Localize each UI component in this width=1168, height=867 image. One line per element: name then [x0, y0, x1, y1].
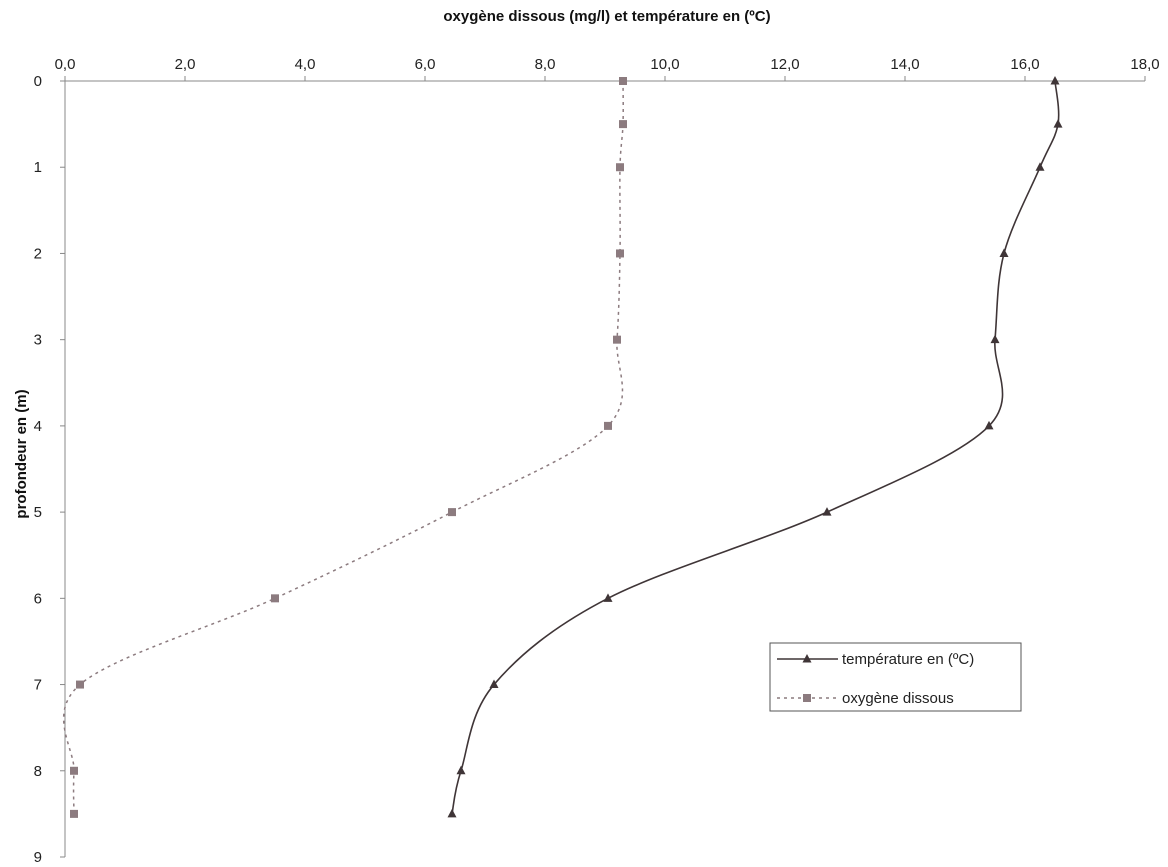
legend-label: oxygène dissous — [842, 690, 954, 707]
series-0 — [447, 76, 1063, 818]
triangle-marker — [456, 765, 466, 775]
triangle-marker — [1050, 76, 1060, 85]
legend-marker — [802, 654, 812, 663]
x-axis-title: oxygène dissous (mg/l) et température en… — [443, 8, 770, 25]
square-marker — [616, 163, 624, 172]
triangle-marker — [447, 808, 457, 818]
x-tick-label: 12,0 — [770, 56, 799, 73]
triangle-marker — [822, 507, 832, 516]
y-tick-label: 0 — [34, 73, 42, 90]
square-marker — [619, 77, 627, 85]
triangle-marker — [603, 593, 613, 602]
square-marker — [619, 120, 627, 129]
x-tick-label: 16,0 — [1010, 56, 1039, 73]
y-tick-label: 5 — [34, 504, 42, 521]
triangle-marker — [1035, 162, 1045, 171]
triangle-marker — [999, 248, 1009, 257]
y-tick-label: 1 — [34, 159, 42, 176]
x-tick-label: 0,0 — [55, 56, 76, 73]
triangle-marker — [990, 334, 1000, 344]
legend-box — [769, 642, 1022, 712]
x-tick-label: 10,0 — [650, 56, 679, 73]
legend: température en (ºC) oxygène dissous — [769, 642, 1022, 712]
x-tick-label: 14,0 — [890, 56, 919, 73]
y-ticks: 0 1 2 3 4 5 6 7 8 9 — [34, 73, 65, 866]
series-layer — [62, 76, 1063, 818]
x-tick-label: 4,0 — [295, 56, 316, 73]
x-tick-label: 6,0 — [415, 56, 436, 73]
triangle-marker — [1053, 119, 1063, 128]
square-marker — [616, 249, 624, 258]
series-1 — [62, 77, 627, 818]
y-axis-title: profondeur en (m) — [13, 389, 30, 518]
x-tick-label: 8,0 — [535, 56, 556, 73]
triangle-marker — [489, 679, 499, 689]
square-marker — [604, 421, 612, 430]
triangle-marker — [984, 420, 994, 430]
square-marker — [613, 335, 621, 344]
y-tick-label: 4 — [34, 418, 42, 435]
y-tick-label: 3 — [34, 332, 42, 349]
legend-label: température en (ºC) — [842, 651, 974, 668]
square-marker — [70, 766, 78, 775]
square-marker — [70, 809, 78, 818]
y-tick-label: 9 — [34, 849, 42, 866]
y-tick-label: 8 — [34, 763, 42, 780]
square-marker — [448, 508, 456, 517]
square-marker — [271, 594, 279, 603]
legend-marker — [803, 694, 811, 702]
x-tick-label: 2,0 — [175, 56, 196, 73]
y-tick-label: 6 — [34, 590, 42, 607]
y-tick-label: 2 — [34, 245, 42, 262]
square-marker — [76, 680, 84, 689]
x-tick-label: 18,0 — [1130, 56, 1159, 73]
x-ticks: 0,0 2,0 4,0 6,0 8,0 10,0 12,0 14,0 16,0 18,0 — [55, 56, 1160, 81]
series-line — [62, 80, 624, 814]
y-tick-label: 7 — [34, 677, 42, 694]
